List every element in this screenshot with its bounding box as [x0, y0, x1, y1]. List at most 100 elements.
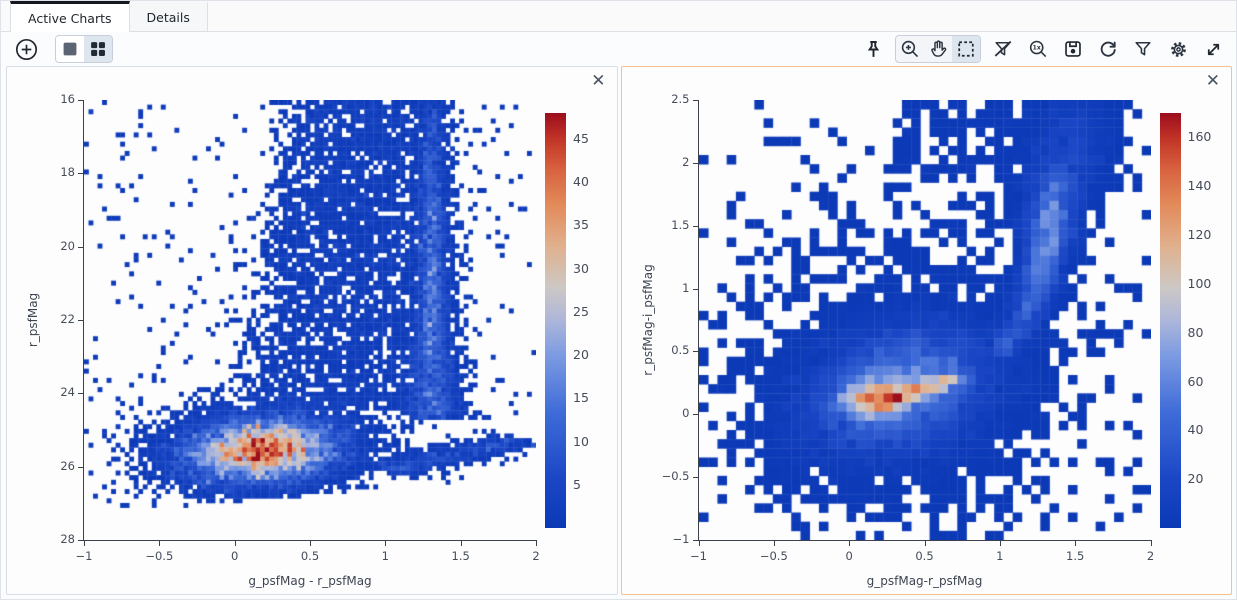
pin-icon — [867, 40, 879, 57]
x-tick-label: −0.5 — [145, 549, 174, 563]
close-right-chart-button[interactable]: ✕ — [1205, 71, 1220, 91]
layout-grid-button[interactable] — [84, 36, 112, 62]
box-select-button[interactable] — [952, 36, 980, 62]
y-axis-title: r_psfMag — [26, 292, 40, 348]
x-tick-label: 0.5 — [300, 549, 320, 563]
x-tick-mark — [536, 541, 537, 546]
y-tick-mark — [692, 477, 698, 479]
colorbar-tick-label: 80 — [1187, 324, 1204, 340]
y-tick-label: 18 — [60, 165, 75, 180]
save-button[interactable] — [1060, 36, 1086, 62]
x-axis-title: g_psfMag - r_psfMag — [248, 574, 372, 588]
x-tick-mark — [159, 541, 161, 546]
right-chart-panel: ✕ −1 −0.5 0 0.5 1 1.5 2 2.5 2 1.5 1 0.5 0 −0.5 −1 g_psf… — [620, 66, 1232, 595]
colorbar-tick-label: 120 — [1187, 227, 1212, 243]
colorbar-tick-label: 10 — [573, 433, 589, 449]
y-tick-label: 16 — [60, 92, 75, 106]
x-tick-label: 1 — [996, 549, 1004, 563]
resize-button[interactable] — [1200, 36, 1226, 62]
y-tick-label: 0 — [682, 406, 690, 421]
left-chart-panel: ✕ −1 −0.5 0 0.5 1 1.5 2 16 18 20 22 24 26 28 g_psfMag … — [6, 66, 618, 595]
colorbar-tick-label: 140 — [1187, 178, 1212, 194]
svg-text:1x: 1x — [1033, 45, 1041, 52]
pan-button[interactable] — [924, 36, 952, 62]
zoom-1x-icon: 1x — [1029, 40, 1047, 58]
circle-plus-icon — [15, 38, 37, 60]
y-tick-mark — [692, 351, 698, 353]
colorbar-tick-label: 40 — [573, 174, 589, 190]
colorbar — [1159, 113, 1181, 528]
colorbar-tick-label: 20 — [573, 347, 589, 363]
colorbar-tick-label: 100 — [1187, 275, 1212, 291]
layout-toggle-group — [55, 35, 113, 63]
pin-button[interactable] — [860, 36, 886, 62]
reset-button[interactable] — [1095, 36, 1121, 62]
filter-slash-icon — [994, 40, 1012, 57]
funnel-icon — [1135, 41, 1151, 56]
x-tick-label: 0.5 — [915, 549, 934, 563]
settings-button[interactable] — [1165, 36, 1191, 62]
x-tick-mark — [1075, 541, 1077, 546]
layout-single-button[interactable] — [56, 36, 84, 62]
x-axis-line — [697, 540, 1152, 541]
add-chart-button[interactable] — [13, 36, 39, 62]
colorbar-tick-label: 20 — [1187, 471, 1204, 487]
y-tick-mark — [78, 320, 83, 321]
y-tick-label: 1 — [682, 280, 690, 295]
filter-button[interactable] — [1130, 36, 1156, 62]
y-tick-mark — [78, 466, 83, 468]
hand-pan-icon — [931, 40, 947, 57]
y-tick-mark — [692, 225, 698, 227]
y-tick-label: 20 — [60, 238, 75, 253]
colorbar-tick-label: 45 — [573, 130, 589, 146]
y-tick-label: −1 — [672, 532, 690, 546]
y-tick-label: 2.5 — [671, 92, 690, 106]
refresh-icon — [1100, 41, 1116, 57]
zoom-in-icon — [901, 40, 919, 58]
heatmap-plot-canvas[interactable] — [698, 100, 1151, 540]
y-tick-mark — [692, 288, 698, 290]
y-tick-label: 24 — [60, 385, 75, 400]
zoom-in-button[interactable] — [896, 36, 924, 62]
colorbar-tick-label: 25 — [573, 303, 589, 319]
y-tick-mark — [692, 100, 698, 101]
zoom-tool-group — [895, 35, 981, 63]
x-axis-line — [83, 540, 537, 541]
x-tick-label: 2 — [1146, 549, 1155, 563]
y-axis-line — [83, 100, 84, 540]
chart-panels: ✕ −1 −0.5 0 0.5 1 1.5 2 16 18 20 22 24 26 28 g_psfMag … — [1, 64, 1236, 599]
y-tick-label: −0.5 — [661, 469, 690, 484]
x-tick-label: 1.5 — [451, 549, 470, 563]
y-tick-mark — [78, 540, 83, 541]
colorbar-tick-label: 5 — [573, 476, 581, 492]
colorbar-tick-label: 30 — [573, 260, 589, 276]
save-icon — [1065, 41, 1081, 57]
x-tick-label: 0 — [230, 549, 239, 563]
y-tick-mark — [78, 173, 83, 175]
x-tick-mark — [385, 541, 387, 546]
heatmap-plot-canvas[interactable] — [84, 100, 536, 540]
clear-filter-button[interactable] — [990, 36, 1016, 62]
y-tick-label: 0.5 — [671, 343, 690, 358]
zoom-reset-button[interactable]: 1x — [1025, 36, 1051, 62]
toolbar-right: 1x — [860, 35, 1228, 63]
x-tick-label: 0 — [845, 549, 853, 563]
x-tick-label: 1 — [381, 549, 389, 563]
y-tick-label: 28 — [60, 532, 75, 546]
x-tick-mark — [924, 541, 926, 546]
x-tick-mark — [234, 541, 236, 546]
y-tick-mark — [78, 246, 83, 248]
grid-pane-icon — [91, 42, 105, 56]
y-tick-mark — [692, 414, 698, 416]
y-tick-label: 26 — [60, 458, 75, 473]
tab-active-charts[interactable]: Active Charts — [10, 1, 130, 32]
tab-details[interactable]: Details — [129, 1, 208, 31]
y-tick-label: 2 — [682, 154, 690, 169]
toolbar: 1x — [1, 32, 1236, 64]
y-tick-label: 1.5 — [671, 217, 690, 232]
x-tick-mark — [999, 541, 1001, 546]
x-tick-label: 2 — [532, 549, 540, 563]
close-left-chart-button[interactable]: ✕ — [591, 71, 606, 91]
y-tick-mark — [78, 100, 83, 101]
